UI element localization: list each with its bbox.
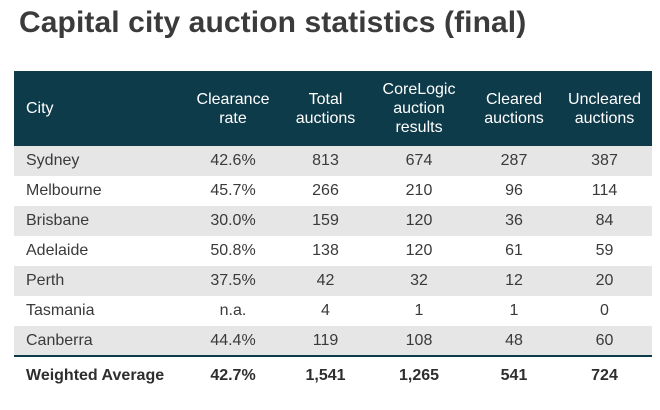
header-line: Uncleared <box>568 90 641 108</box>
header-line: Clearance <box>196 90 270 108</box>
table-row: Adelaide 50.8% 138 120 61 59 <box>14 236 652 266</box>
table-row: Brisbane 30.0% 159 120 36 84 <box>14 206 652 236</box>
cleared-auctions-cell: 96 <box>505 182 523 199</box>
header-line: auctions <box>484 109 544 127</box>
total-auctions-cell: 119 <box>312 331 339 349</box>
city-cell: Adelaide <box>26 242 89 259</box>
cleared-auctions-cell: 61 <box>505 242 523 259</box>
clearance-rate-cell: 44.4% <box>210 331 256 349</box>
corelogic-results-cell: 120 <box>405 212 433 229</box>
table-row: Melbourne 45.7% 266 210 96 114 <box>14 176 652 206</box>
table-row: Tasmania n.a. 4 1 1 0 <box>14 296 652 326</box>
clearance-rate-cell: 45.7% <box>210 182 256 199</box>
header-line: Total <box>308 90 343 108</box>
corelogic-results-cell: 120 <box>405 242 433 259</box>
cleared-auctions-cell: 48 <box>505 331 523 349</box>
uncleared-auctions-cell: 59 <box>595 242 614 259</box>
city-cell: Sydney <box>26 152 80 169</box>
header-line: results <box>395 119 443 136</box>
table-row: Sydney 42.6% 813 674 287 387 <box>14 146 652 176</box>
header-city: City <box>14 71 182 146</box>
header-total-auctions: Total auctions <box>284 71 367 146</box>
total-cleared-cell: 541 <box>471 355 557 394</box>
total-auctions-cell: 4 <box>321 302 330 319</box>
uncleared-auctions-cell: 114 <box>591 182 618 199</box>
cleared-auctions-cell: 287 <box>500 152 528 169</box>
header-clearance-rate: Clearance rate <box>182 71 284 146</box>
page-title: Capital city auction statistics (final) <box>19 6 527 39</box>
table-row: Canberra 44.4% 119 108 48 60 <box>14 326 652 356</box>
corelogic-results-cell: 210 <box>405 182 433 199</box>
cleared-auctions-cell: 12 <box>505 272 523 289</box>
city-cell: Brisbane <box>26 212 90 229</box>
total-clearance-rate-cell: 42.7% <box>182 355 284 394</box>
header-cleared-auctions: Cleared auctions <box>471 71 557 146</box>
total-auctions-cell: 42 <box>316 272 335 289</box>
uncleared-auctions-cell: 0 <box>600 302 609 319</box>
table-row: Perth 37.5% 42 32 12 20 <box>14 266 652 296</box>
header-line: rate <box>219 109 247 127</box>
header-line: CoreLogic <box>382 81 456 98</box>
header-corelogic-auction-results: CoreLogic auction results <box>367 71 471 146</box>
weighted-average-row: Weighted Average 42.7% 1,541 1,265 541 7… <box>14 355 652 394</box>
header-line: Cleared <box>485 90 543 108</box>
header-line: auctions <box>295 109 356 127</box>
uncleared-auctions-cell: 387 <box>591 152 618 169</box>
uncleared-auctions-cell: 20 <box>595 272 614 289</box>
city-cell: Melbourne <box>26 182 102 199</box>
header-uncleared-auctions: Uncleared auctions <box>557 71 652 146</box>
uncleared-auctions-cell: 60 <box>595 331 614 349</box>
auction-statistics-table: City Clearance rate Total auctions CoreL… <box>14 71 652 394</box>
header-line: auctions <box>574 109 635 127</box>
corelogic-results-cell: 674 <box>405 152 433 169</box>
cleared-auctions-cell: 1 <box>509 302 519 319</box>
clearance-rate-cell: n.a. <box>219 302 247 319</box>
corelogic-results-cell: 32 <box>410 272 428 289</box>
clearance-rate-cell: 30.0% <box>210 212 256 229</box>
clearance-rate-cell: 37.5% <box>210 272 256 289</box>
total-auctions-sum-cell: 1,541 <box>284 355 367 394</box>
clearance-rate-cell: 42.6% <box>210 152 256 169</box>
clearance-rate-cell: 50.8% <box>210 242 256 259</box>
total-auctions-cell: 266 <box>312 182 339 199</box>
total-auctions-cell: 138 <box>312 242 339 259</box>
total-corelogic-results-cell: 1,265 <box>367 355 471 394</box>
total-uncleared-cell: 724 <box>557 355 652 394</box>
total-label-cell: Weighted Average <box>14 355 182 394</box>
city-cell: Perth <box>26 272 65 289</box>
total-auctions-cell: 813 <box>312 152 339 169</box>
header-line: City <box>26 100 54 117</box>
city-cell: Canberra <box>26 331 93 349</box>
corelogic-results-cell: 108 <box>405 331 433 349</box>
city-cell: Tasmania <box>26 302 95 319</box>
cleared-auctions-cell: 36 <box>505 212 523 229</box>
corelogic-results-cell: 1 <box>414 302 424 319</box>
uncleared-auctions-cell: 84 <box>595 212 614 229</box>
total-auctions-cell: 159 <box>312 212 339 229</box>
table-header-row: City Clearance rate Total auctions CoreL… <box>14 71 652 146</box>
header-line: auction <box>393 100 445 117</box>
